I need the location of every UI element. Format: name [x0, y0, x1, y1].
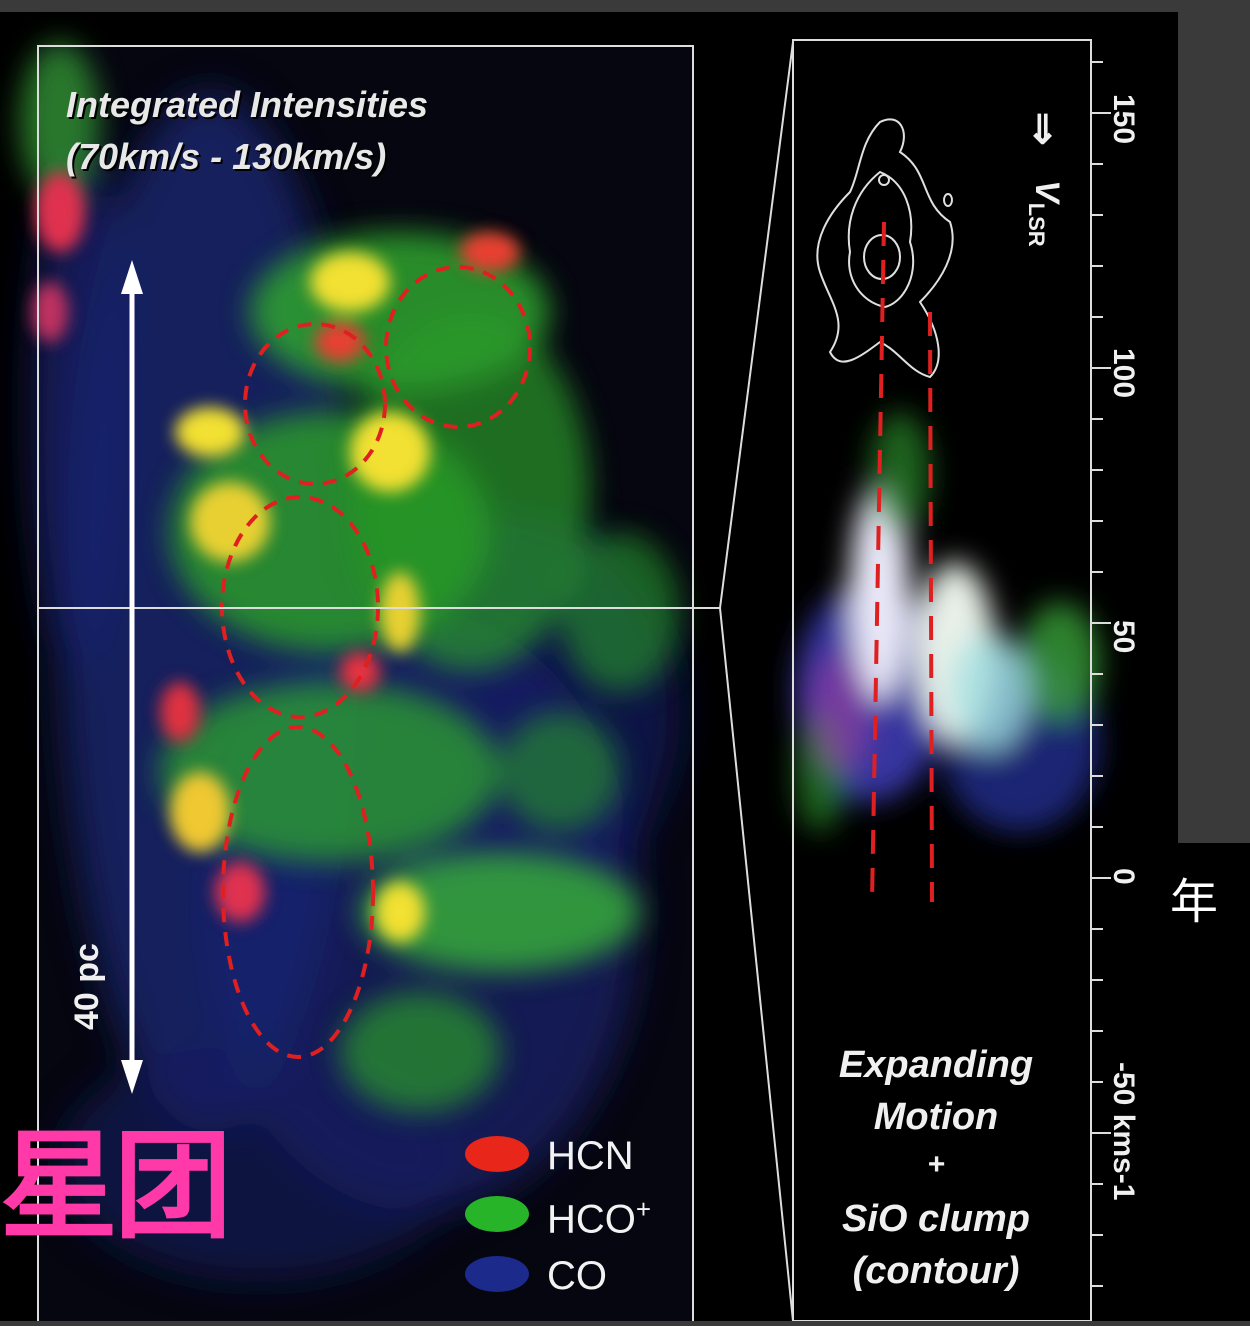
legend-label-co: CO: [547, 1254, 607, 1298]
astronomy-figure: Integrated Intensities (70km/s - 130km/s…: [0, 12, 1178, 1326]
intensity-map: [20, 42, 720, 1326]
tick-label-100: 100: [1107, 348, 1140, 399]
figure-graphic: [20, 39, 1111, 1326]
legend-label-hcn: HCN: [547, 1134, 634, 1178]
velocity-arrow-icon: ⇒: [1021, 112, 1065, 146]
scale-bar-label: 40 pc: [68, 943, 106, 1030]
overlay-cjk-title: 星团: [0, 1121, 232, 1253]
position-velocity-diagram: [792, 39, 1111, 1322]
velocity-axis-subscript: LSR: [1024, 202, 1049, 247]
tick-label-50: 50: [1107, 620, 1140, 654]
caption-sio-clump: SiO clump: [842, 1198, 1030, 1240]
tick-label-0: 0: [1107, 868, 1140, 885]
map-title-line2: (70km/s - 130km/s): [66, 136, 387, 177]
legend-hco-superscript: +: [635, 1194, 652, 1224]
tick-label-150: 150: [1107, 94, 1140, 145]
velocity-axis-v: V: [1028, 180, 1066, 203]
legend-hco-text: HCO: [547, 1197, 636, 1242]
overlay-cjk-char: 年: [1170, 876, 1219, 929]
zoom-connector: [719, 41, 794, 1322]
caption-expanding: Expanding: [838, 1044, 1034, 1086]
caption-contour: (contour): [852, 1250, 1020, 1292]
map-title-line1: Integrated Intensities: [66, 84, 429, 125]
velocity-axis-label: VLSR: [1023, 180, 1066, 247]
caption-motion: Motion: [873, 1096, 999, 1138]
legend-label-hco: HCO+: [547, 1194, 651, 1242]
caption-plus: +: [927, 1148, 945, 1181]
tick-label-minus50: -50 kms-1: [1107, 1062, 1140, 1201]
